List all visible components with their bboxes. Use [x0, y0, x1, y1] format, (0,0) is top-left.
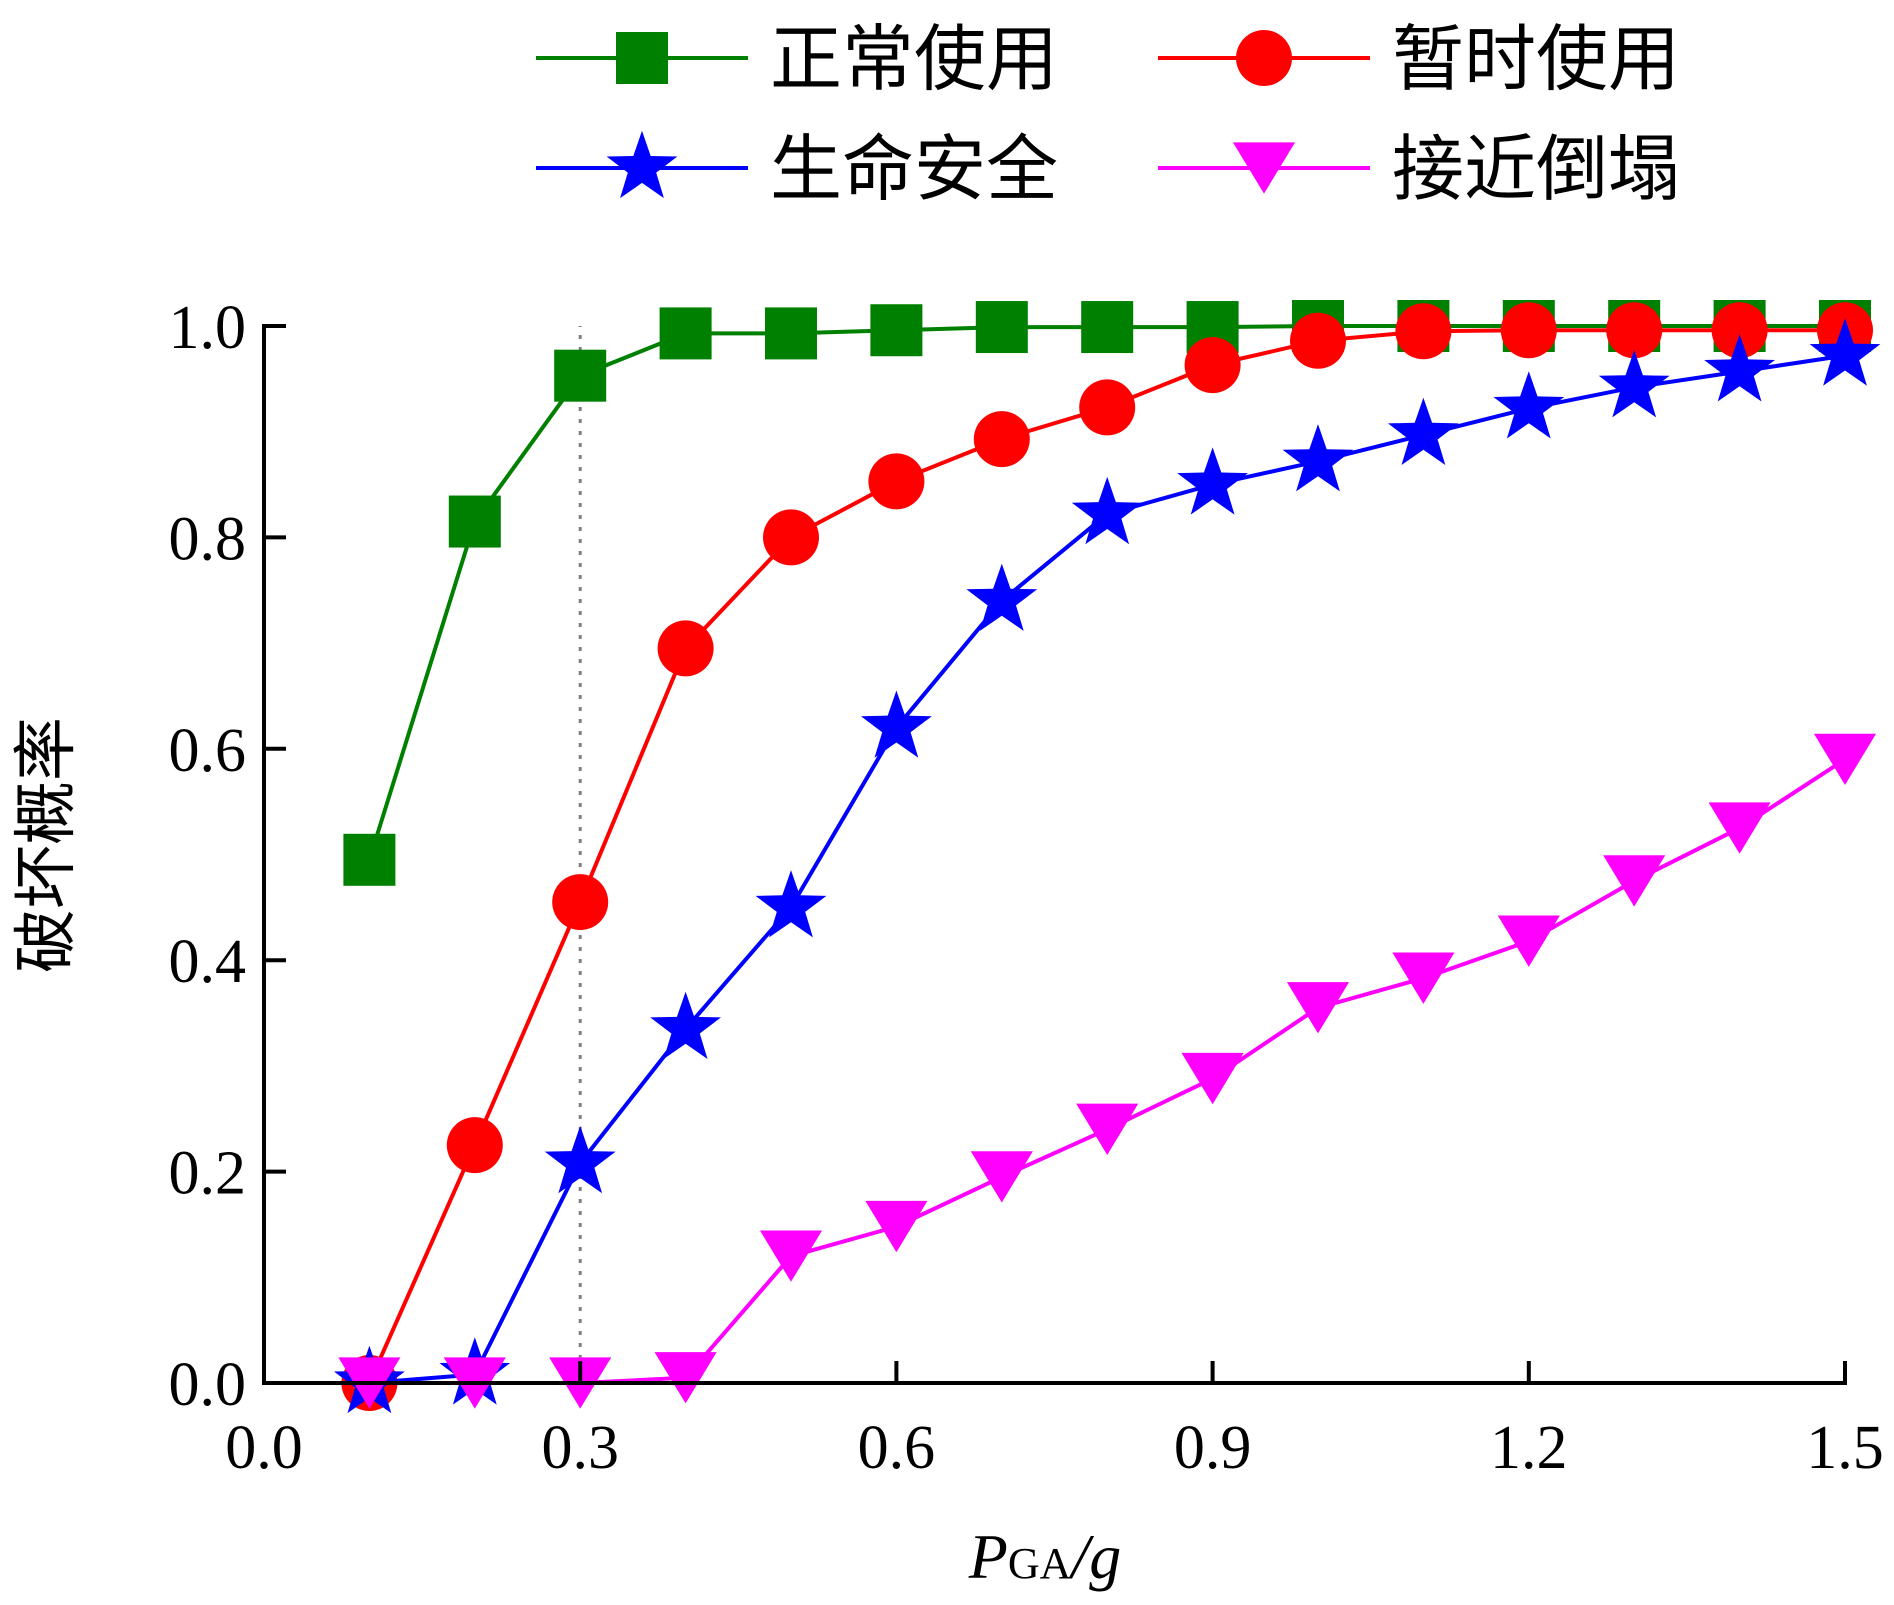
data-point	[870, 304, 923, 357]
series-layer	[334, 300, 1881, 1414]
data-point	[544, 1125, 616, 1194]
legend-item-3: 生命安全	[536, 130, 1058, 210]
legend-item-2: 暂时使用	[1158, 20, 1680, 100]
data-point	[765, 307, 817, 360]
data-point	[1392, 952, 1455, 1004]
legend-marker	[616, 32, 668, 84]
y-tick-label: 0.2	[169, 1140, 247, 1208]
data-point	[657, 620, 714, 677]
y-tick-label: 0.6	[169, 717, 247, 785]
data-point	[1290, 312, 1346, 369]
data-point	[1606, 302, 1663, 359]
x-tick-label: 0.9	[1174, 1414, 1252, 1482]
data-point	[1177, 447, 1248, 515]
data-point	[759, 1230, 823, 1282]
series-4	[338, 733, 1877, 1409]
x-tick-label: 1.2	[1490, 1414, 1568, 1482]
data-point	[1704, 334, 1775, 402]
data-point	[659, 307, 712, 360]
data-point	[448, 495, 501, 548]
data-point	[865, 1200, 928, 1253]
data-point	[1813, 733, 1877, 786]
y-tick-label: 0.4	[169, 928, 247, 996]
data-point	[1708, 802, 1771, 854]
series-line-4	[369, 757, 1847, 1385]
data-point	[1598, 350, 1670, 418]
legend-label: 生命安全	[770, 130, 1058, 210]
data-point	[966, 563, 1038, 631]
data-point	[1071, 476, 1143, 545]
data-point	[755, 870, 827, 938]
data-point	[1388, 397, 1459, 465]
data-point	[763, 509, 819, 566]
legend-item-1: 正常使用	[536, 20, 1058, 100]
data-point	[554, 349, 607, 402]
data-point	[1286, 982, 1350, 1034]
data-point	[973, 411, 1030, 468]
data-point	[552, 874, 609, 931]
data-point	[343, 833, 396, 886]
legend-label: 暂时使用	[1392, 20, 1680, 100]
x-axis-title-sub: GA	[1008, 1539, 1072, 1588]
legend-marker	[1236, 30, 1292, 86]
data-point	[1497, 915, 1560, 967]
x-axis-title: PGA/g	[968, 1521, 1121, 1592]
legend-marker	[1232, 142, 1296, 194]
x-tick-label: 0.3	[541, 1414, 619, 1482]
data-point	[1076, 1103, 1139, 1155]
y-tick-label: 0.8	[169, 505, 247, 573]
data-point	[1809, 318, 1881, 386]
data-point	[1184, 337, 1241, 394]
legend-item-4: 接近倒塌	[1158, 130, 1680, 210]
legend-label: 正常使用	[770, 20, 1058, 100]
data-point	[1181, 1052, 1244, 1105]
data-point	[1282, 424, 1354, 492]
x-tick-label: 0.0	[225, 1414, 303, 1482]
x-tick-label: 1.5	[1806, 1414, 1884, 1482]
x-tick-label: 0.6	[858, 1414, 936, 1482]
y-tick-label: 0.0	[169, 1351, 247, 1419]
data-point	[1081, 301, 1134, 354]
data-point	[1711, 302, 1768, 359]
data-point	[975, 301, 1028, 354]
data-point	[861, 690, 932, 758]
x-axis-title-main: P	[968, 1521, 1008, 1592]
data-point	[868, 453, 925, 510]
data-point	[1079, 379, 1136, 436]
data-point	[1500, 302, 1557, 359]
data-point	[650, 991, 721, 1059]
data-point	[1493, 371, 1565, 439]
y-tick-label: 1.0	[169, 294, 247, 362]
data-point	[654, 1352, 717, 1404]
legend-marker	[606, 130, 678, 199]
axes: 0.0 0.3 0.6 0.9 1.2 1.5 0.0 0.2 0.4 0.6 0.8 1.0	[169, 294, 1884, 1482]
y-axis-title: 破坏概率	[11, 717, 82, 973]
data-point	[1395, 303, 1452, 360]
data-point	[1603, 855, 1666, 907]
legend-label: 接近倒塌	[1392, 130, 1680, 210]
data-point	[970, 1151, 1033, 1203]
series-3	[334, 318, 1881, 1414]
x-axis-title-tail: /g	[1068, 1521, 1121, 1592]
data-point	[446, 1117, 503, 1174]
